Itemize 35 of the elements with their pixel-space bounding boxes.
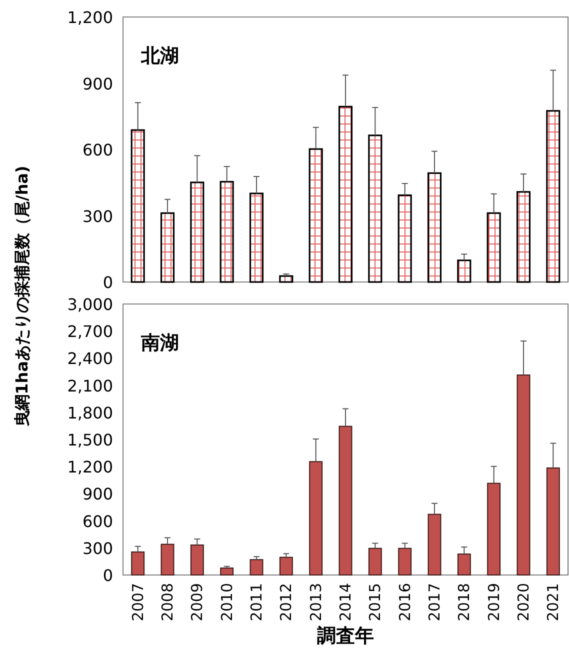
x-tick-label: 2007 <box>128 583 147 622</box>
x-tick-label: 2017 <box>426 583 444 622</box>
y-tick-label: 0 <box>102 566 113 585</box>
text: 南湖 <box>140 332 179 354</box>
y-tick-label: 600 <box>82 140 113 160</box>
y-tick-label: 1,200 <box>67 8 113 27</box>
x-axis-title: 調査年 <box>317 625 374 647</box>
y-tick-label: 2,700 <box>67 322 113 342</box>
text: 北湖 <box>140 45 179 67</box>
y-tick-label: 300 <box>82 538 113 558</box>
x-tick-label: 2013 <box>306 583 325 622</box>
y-tick-label: 900 <box>82 484 113 504</box>
x-tick-label: 2018 <box>455 583 474 622</box>
x-tick-label: 2015 <box>366 583 384 622</box>
y-tick-label: 3,000 <box>67 295 113 314</box>
y-tick-label: 900 <box>82 74 113 94</box>
y-tick-label: 0 <box>102 273 113 292</box>
y-tick-label: 1,200 <box>67 458 113 477</box>
x-tick-label: 2021 <box>544 583 562 622</box>
x-tick-label: 2011 <box>248 583 266 622</box>
y-tick-label: 1,800 <box>67 403 113 422</box>
y-axis-title: 曳網1haあたりの採捕尾数（尾/ha) <box>12 166 32 426</box>
x-tick-label: 2019 <box>484 583 503 622</box>
y-tick-label: 600 <box>82 512 113 531</box>
x-tick-label: 2012 <box>277 583 296 622</box>
y-tick-label: 2,400 <box>67 349 113 368</box>
x-tick-label: 2016 <box>396 583 414 622</box>
x-tick-label: 2008 <box>158 583 176 622</box>
x-tick-label: 2020 <box>514 583 532 622</box>
x-tick-label: 2010 <box>218 583 236 622</box>
y-tick-label: 2,100 <box>67 376 113 396</box>
x-tick-label: 2009 <box>188 583 206 622</box>
y-tick-label: 300 <box>82 206 113 226</box>
y-tick-label: 1,500 <box>67 430 113 450</box>
x-tick-label: 2014 <box>336 583 354 622</box>
